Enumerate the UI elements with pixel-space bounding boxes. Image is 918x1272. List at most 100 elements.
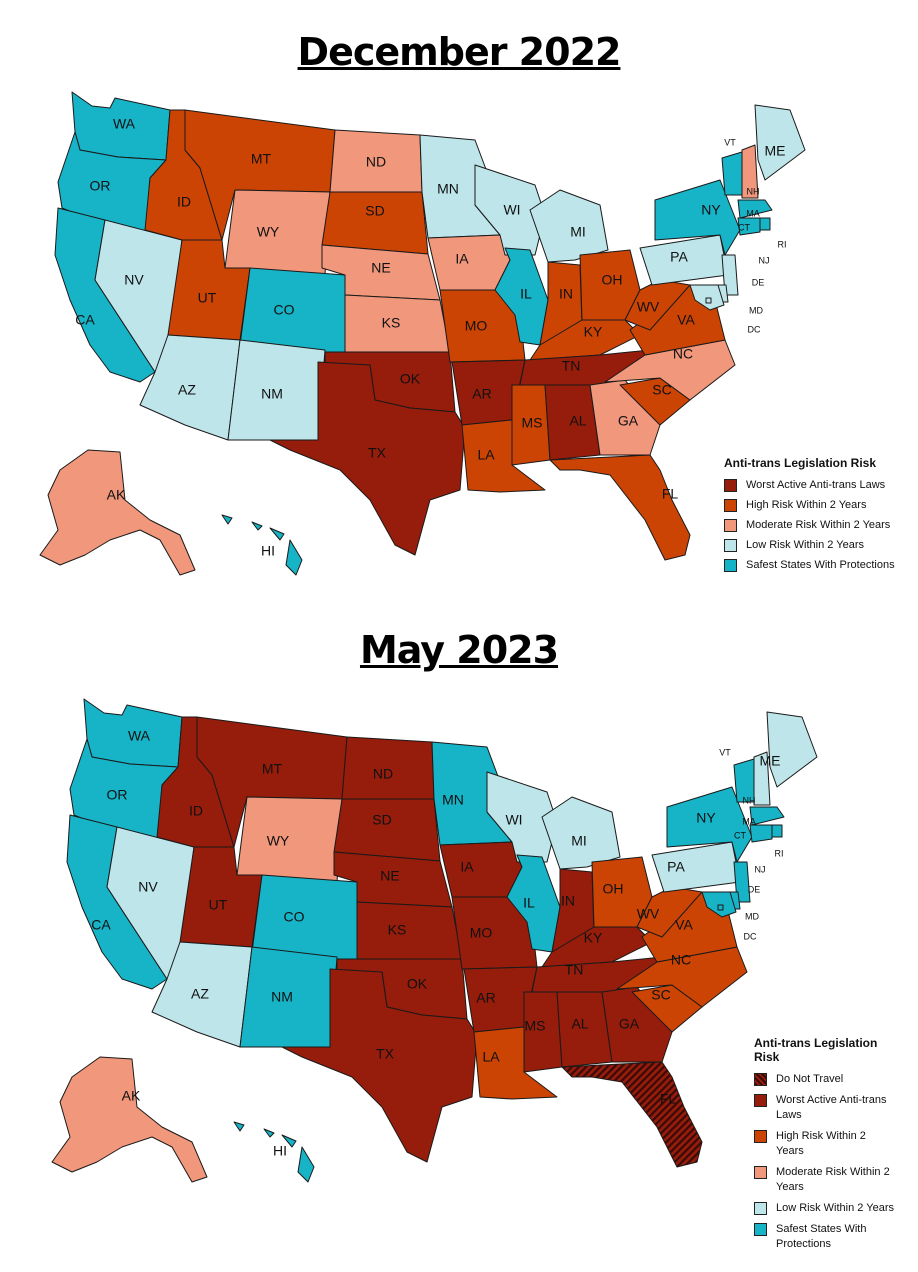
state-label-tn: TN [562, 358, 581, 374]
state-label-fl: FL [662, 486, 679, 502]
state-ms [511, 384, 551, 466]
state-label-nd: ND [366, 154, 386, 170]
legend-label: Safest States With Protections [746, 559, 895, 571]
legend-swatch [754, 1202, 767, 1215]
state-label-ut: UT [209, 897, 228, 913]
state-label-id: ID [189, 803, 203, 819]
state-label-nh: NH [747, 186, 760, 196]
state-label-il: IL [523, 895, 535, 911]
state-label-az: AZ [178, 382, 196, 398]
legend-swatch [754, 1166, 767, 1179]
state-wv [636, 886, 703, 938]
state-label-nv: NV [138, 879, 158, 895]
state-label-wv: WV [637, 299, 660, 315]
state-label-pa: PA [670, 249, 688, 265]
legend-label: High Risk Within 2 Years [746, 499, 867, 511]
state-ri [759, 217, 771, 231]
state-dc [717, 904, 724, 911]
state-label-wy: WY [257, 224, 280, 240]
legend-swatch [724, 499, 737, 512]
state-label-sd: SD [372, 812, 391, 828]
state-ak [39, 449, 196, 576]
legend-label: High Risk Within 2 Years [776, 1130, 866, 1157]
legend-swatch [724, 539, 737, 552]
state-label-ca: CA [75, 312, 95, 328]
state-label-ct: CT [734, 830, 746, 840]
state-hi [221, 514, 303, 576]
state-label-ri: RI [778, 239, 787, 249]
state-label-ut: UT [198, 290, 217, 306]
state-ma [749, 806, 785, 826]
state-label-vt: VT [719, 747, 731, 757]
state-label-va: VA [675, 917, 693, 933]
legend-label: Low Risk Within 2 Years [746, 539, 864, 551]
legend-label: Moderate Risk Within 2 Years [776, 1166, 890, 1193]
state-label-mo: MO [465, 318, 488, 334]
state-label-or: OR [107, 787, 128, 803]
state-label-ia: IA [455, 251, 469, 267]
state-label-wi: WI [505, 812, 522, 828]
state-label-nm: NM [271, 989, 293, 1005]
state-label-nd: ND [373, 766, 393, 782]
state-tx [269, 361, 466, 556]
state-il [506, 854, 561, 953]
legend-swatch [754, 1223, 767, 1236]
state-label-oh: OH [603, 881, 624, 897]
state-fl [549, 454, 691, 561]
state-label-nc: NC [671, 952, 691, 968]
state-label-ok: OK [400, 371, 421, 387]
state-label-ky: KY [584, 930, 603, 946]
state-label-in: IN [561, 893, 575, 909]
state-fl [561, 1061, 703, 1168]
state-label-dc: DC [748, 324, 761, 334]
state-label-al: AL [571, 1016, 588, 1032]
legend-item-safe: Safest States With Protections [754, 1222, 894, 1252]
state-label-hi: HI [273, 1143, 287, 1159]
state-me [754, 104, 806, 181]
state-label-ma: MA [742, 816, 756, 826]
state-label-sc: SC [652, 382, 671, 398]
state-sd [321, 191, 429, 255]
state-label-co: CO [274, 302, 295, 318]
state-wv [624, 279, 691, 331]
legend-label: Do Not Travel [776, 1073, 844, 1085]
state-label-mt: MT [251, 151, 272, 167]
state-label-fl: FL [660, 1091, 677, 1107]
state-label-ak: AK [107, 487, 126, 503]
state-label-ny: NY [696, 810, 716, 826]
state-ms [523, 991, 563, 1073]
state-label-vt: VT [724, 137, 736, 147]
state-label-de: DE [752, 277, 765, 287]
state-wy [236, 796, 343, 883]
state-label-wy: WY [267, 833, 290, 849]
state-label-nh: NH [743, 795, 756, 805]
state-label-md: MD [749, 305, 763, 315]
state-label-md: MD [745, 911, 759, 921]
state-label-ak: AK [122, 1088, 141, 1104]
us-map-december-2022: WA OR CA NV ID MT WY UT CO AZ NM ND SD NE KS OK TX MN IA MO… [39, 91, 806, 576]
legend-item-moderate: Moderate Risk Within 2 Years [724, 518, 909, 533]
state-label-nm: NM [261, 386, 283, 402]
state-ct [737, 217, 761, 236]
state-label-hi: HI [261, 543, 275, 559]
legend-label: Safest States With Protections [776, 1223, 867, 1250]
state-label-ks: KS [388, 922, 407, 938]
legend-label: Worst Active Anti-trans Laws [746, 479, 886, 491]
state-mi [529, 189, 609, 263]
state-label-ms: MS [525, 1018, 546, 1034]
state-label-co: CO [284, 909, 305, 925]
state-label-ks: KS [382, 315, 401, 331]
state-me [766, 711, 818, 788]
state-label-de: DE [748, 884, 761, 894]
legend-swatch [754, 1094, 767, 1107]
state-label-ct: CT [738, 222, 750, 232]
legend-swatch [754, 1073, 767, 1086]
map-title-may-2023: May 2023 [359, 628, 559, 672]
state-label-mi: MI [571, 833, 587, 849]
state-nh [753, 751, 771, 806]
state-label-nj: NJ [755, 864, 766, 874]
state-label-ok: OK [407, 976, 428, 992]
state-label-ia: IA [460, 859, 474, 875]
state-label-va: VA [677, 312, 695, 328]
legend-swatch [754, 1130, 767, 1143]
